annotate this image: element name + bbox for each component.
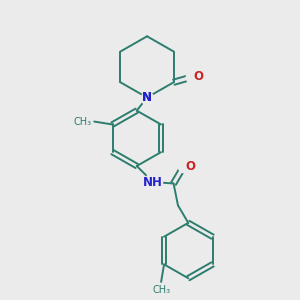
Text: N: N xyxy=(142,91,152,104)
Text: CH₃: CH₃ xyxy=(152,285,170,296)
Text: O: O xyxy=(185,160,195,172)
Text: NH: NH xyxy=(143,176,163,188)
Text: N: N xyxy=(142,91,152,104)
Text: CH₃: CH₃ xyxy=(74,117,92,127)
Text: O: O xyxy=(194,70,204,83)
